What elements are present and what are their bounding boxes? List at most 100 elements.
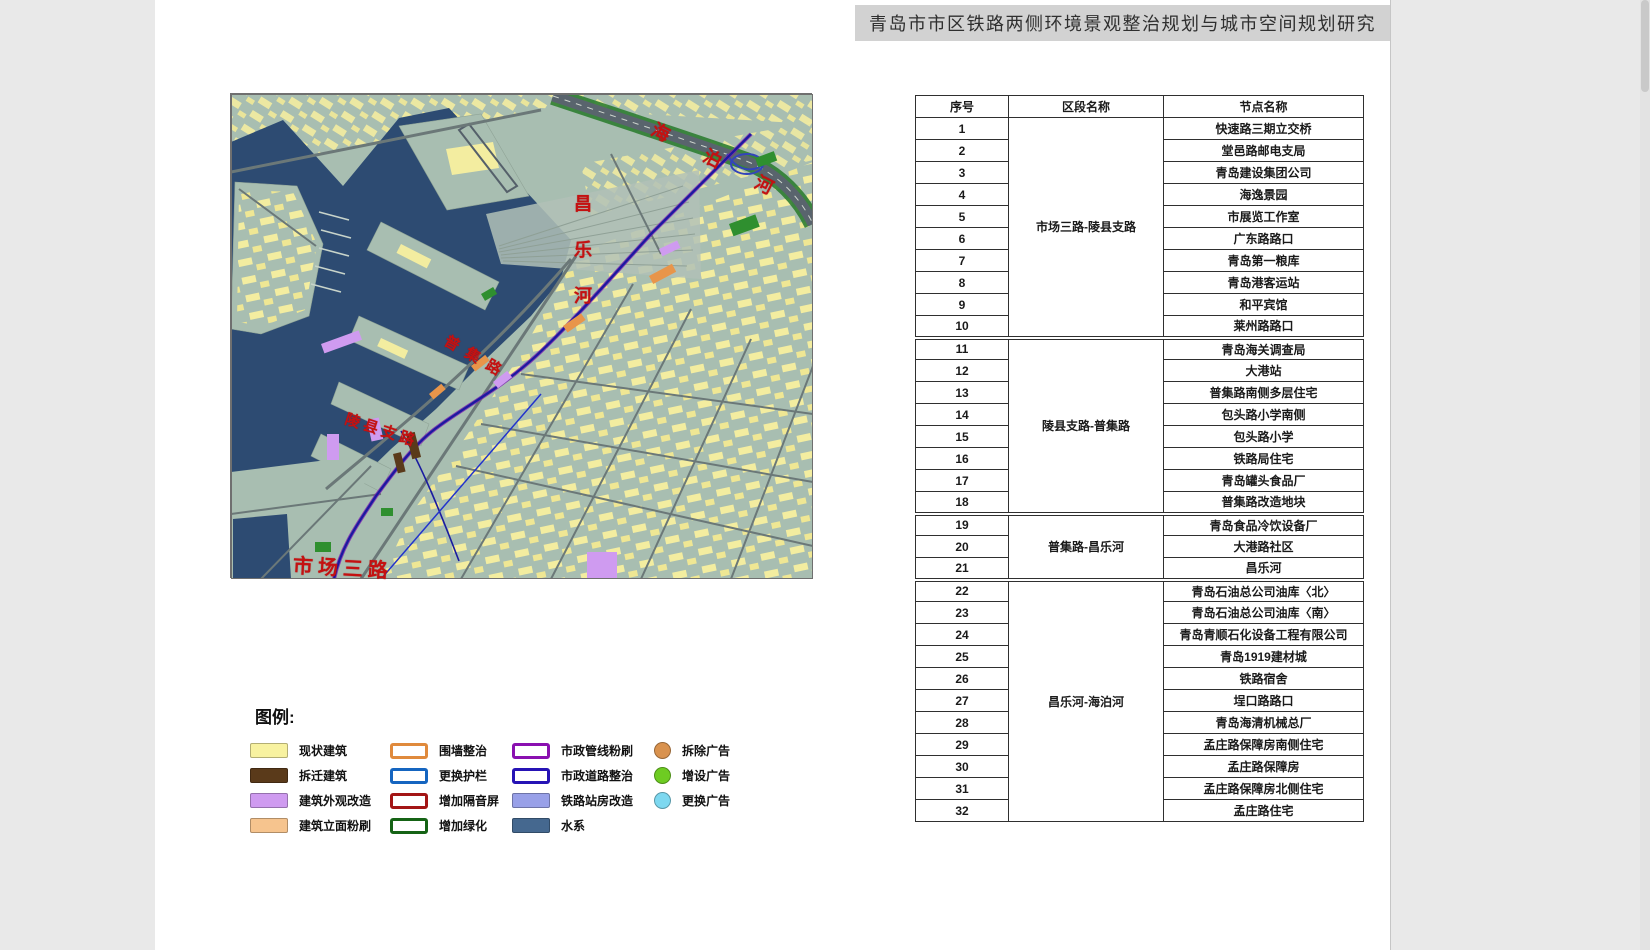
plan-patches-violet [321,240,681,579]
legend-column: 现状建筑拆迁建筑建筑外观改造 建筑立面粉刷 [250,738,390,838]
legend-item: 增设广告 [650,763,770,788]
cell-node-name: 普集路南侧多层住宅 [1163,381,1364,404]
cell-index: 17 [915,469,1009,492]
cell-node-name: 大港站 [1163,359,1364,382]
cell-index: 2 [915,139,1009,162]
legend-item-label: 铁路站房改造 [561,794,634,808]
column-header: 区段名称 [1008,95,1164,118]
cell-index: 30 [915,755,1009,778]
table-row: 17 青岛罐头食品厂 [915,469,1364,492]
legend-item: 拆除广告 [650,738,770,763]
legend-swatch-outline [512,742,550,759]
plan-patches-orange [429,263,677,400]
cell-section-name: 昌乐河-海泊河 [1008,577,1164,822]
table-row: 19 普集路-昌乐河 青岛食品冷饮设备厂 [915,511,1364,580]
cell-node-name: 普集路改造地块 [1163,491,1364,514]
cell-index: 16 [915,447,1009,470]
document-sheet: 青岛市市区铁路两侧环境景观整治规划与城市空间规划研究 [155,0,1390,950]
cell-index: 22 [915,577,1009,602]
cell-index: 23 [915,601,1009,624]
cell-index: 10 [915,315,1009,338]
legend-item: 更换护栏 [390,763,512,788]
city-roads [231,108,813,579]
legend-column: 围墙整治更换护栏增加隔音屏增加绿化 [390,738,512,838]
cell-node-name: 孟庄路保障房南侧住宅 [1163,733,1364,756]
page-edge-divider [1390,0,1391,950]
cell-node-name: 青岛海关调查局 [1163,335,1364,360]
legend-item-label: 现状建筑 [299,744,348,758]
legend-item-label: 拆迁建筑 [299,769,348,783]
legend-item: 增加绿化 [390,813,512,838]
table-row: 21 昌乐河 [915,557,1364,580]
legend-item-label: 水系 [561,819,586,833]
cell-node-name: 青岛石油总公司油库〈南〉 [1163,601,1364,624]
cell-index: 7 [915,249,1009,272]
column-header: 序号 [915,95,1009,118]
table-row: 20 大港路社区 [915,535,1364,558]
legend-item: 水系 [512,813,650,838]
legend-item-label: 建筑外观改造 [299,794,372,808]
cell-index: 24 [915,623,1009,646]
table-row: 27 埕口路路口 [915,689,1364,712]
scrollbar-thumb[interactable] [1641,0,1649,92]
cell-node-name: 孟庄路住宅 [1163,799,1364,822]
cell-index: 6 [915,227,1009,250]
cell-node-name: 孟庄路保障房北侧住宅 [1163,777,1364,800]
cell-index: 12 [915,359,1009,382]
cell-node-name: 孟庄路保障房 [1163,755,1364,778]
cell-index: 9 [915,293,1009,316]
legend-swatch-outline [390,792,428,809]
pier-warehouse [396,243,432,269]
cell-node-name: 昌乐河 [1163,557,1364,580]
legend-swatch-filled [512,818,550,833]
legend-item-label: 建筑立面粉刷 [299,819,372,833]
legend-item-label: 围墙整治 [439,744,488,758]
city-buildings [381,162,813,579]
plan-patches-brown [393,431,422,474]
table-row: 16 铁路局住宅 [915,447,1364,470]
cell-index: 11 [915,335,1009,360]
cell-node-name: 铁路局住宅 [1163,447,1364,470]
map-top-buildings [231,94,813,172]
cell-index: 21 [915,557,1009,580]
table-row: 32 孟庄路住宅 [915,799,1364,822]
cell-node-name: 埕口路路口 [1163,689,1364,712]
pier-structure [457,122,519,194]
cell-index: 29 [915,733,1009,756]
cell-node-name: 青岛海清机械总厂 [1163,711,1364,734]
table-row: 12 大港站 [915,359,1364,382]
table-row: 25 青岛1919建材城 [915,645,1364,668]
map-label-changle-river: 昌乐河 [572,194,592,332]
cell-node-name: 堂邑路邮电支局 [1163,139,1364,162]
cell-node-name: 铁路宿舍 [1163,667,1364,690]
highway-centerline [552,95,813,225]
legend-item-label: 市政管线粉刷 [561,744,634,758]
cell-node-name: 青岛建设集团公司 [1163,161,1364,184]
map-border [231,94,813,579]
cell-index: 31 [915,777,1009,800]
legend-swatch-outline [390,767,428,784]
cell-index: 18 [915,491,1009,514]
cell-index: 5 [915,205,1009,228]
cell-section-name: 陵县支路-普集路 [1008,335,1164,514]
cell-index: 32 [915,799,1009,822]
cell-node-name: 广东路路口 [1163,227,1364,250]
cell-node-name: 包头路小学 [1163,425,1364,448]
cell-index: 13 [915,381,1009,404]
cell-node-name: 和平宾馆 [1163,293,1364,316]
scrollbar[interactable] [1640,0,1650,950]
legend-swatch-filled [250,768,288,783]
legend-item: 围墙整治 [390,738,512,763]
table-row: 26 铁路宿舍 [915,667,1364,690]
pier-warehouse [446,142,499,175]
title-bar: 青岛市市区铁路两侧环境景观整治规划与城市空间规划研究 [855,5,1390,41]
cell-node-name: 莱州路路口 [1163,315,1364,338]
legend-item-label: 增加隔音屏 [439,794,500,808]
legend-swatch-circle [654,767,671,784]
table-row: 29 孟庄路保障房南侧住宅 [915,733,1364,756]
legend-swatch-circle [654,792,671,809]
jetties [310,211,352,293]
table-row: 7 青岛第一粮库 [915,249,1364,272]
legend-item: 更换广告 [650,788,770,813]
map-label-shichang-third-road: 市场三路 [292,555,394,583]
